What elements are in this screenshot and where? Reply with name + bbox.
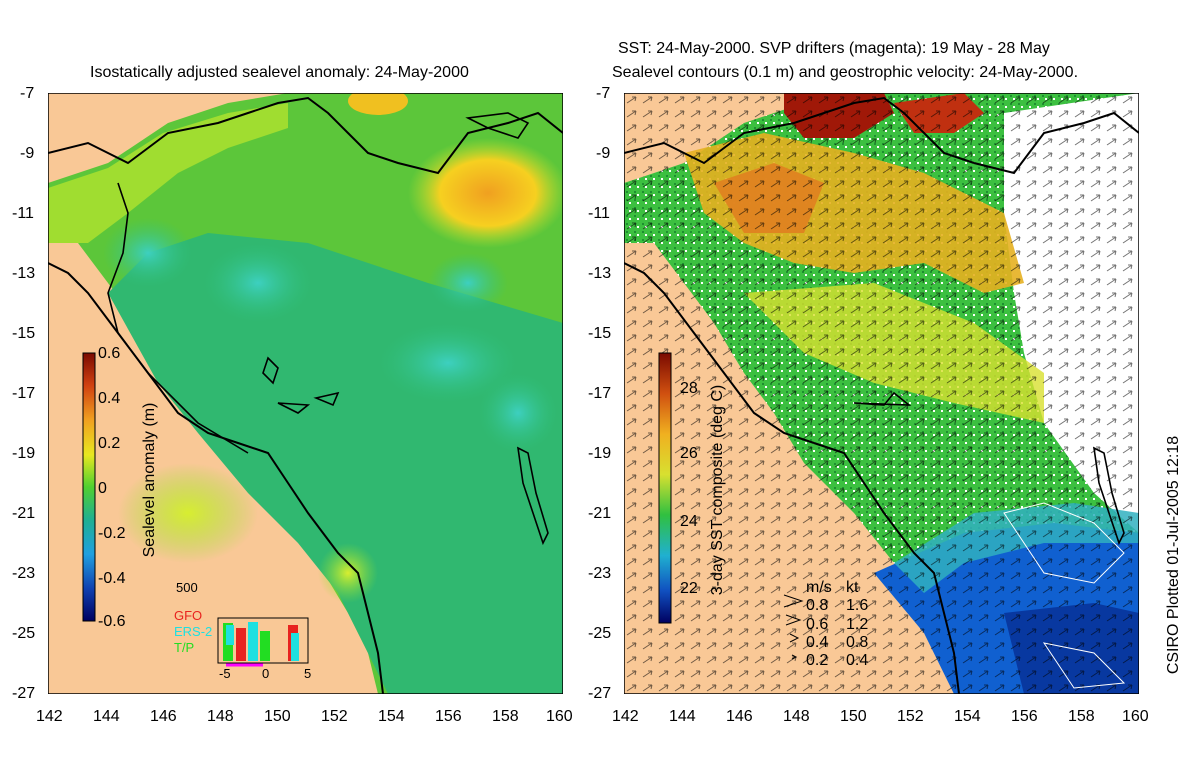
left-y-tick: -9 [20, 145, 35, 162]
right-x-tick: 154 [954, 708, 981, 725]
sealevel-colorbar-tick: 0.6 [98, 345, 121, 362]
left-x-tick: 150 [264, 708, 291, 725]
left-y-tick: -15 [12, 325, 36, 342]
sealevel-anomaly-map [48, 93, 563, 694]
sst-colorbar-tick: 28 [680, 380, 698, 397]
velocity-legend-arrows [783, 594, 804, 660]
right-x-tick: 152 [897, 708, 924, 725]
left-map-title: Isostatically adjusted sealevel anomaly:… [90, 64, 469, 81]
sst-colorbar-tick: 26 [680, 445, 698, 462]
velocity-legend-kt: 1.2 [846, 616, 869, 633]
velocity-legend-kt: 1.6 [846, 597, 869, 614]
inset-x-tick: 0 [262, 666, 270, 681]
right-y-tick: -13 [588, 265, 612, 282]
right-y-tick: -7 [596, 85, 611, 102]
right-x-tick: 160 [1122, 708, 1149, 725]
inset-legend-tp: T/P [174, 640, 195, 655]
left-y-tick: -23 [12, 565, 36, 582]
sealevel-colorbar-tick: 0.4 [98, 390, 121, 407]
left-y-tick: -19 [12, 445, 36, 462]
left-x-tick: 156 [435, 708, 462, 725]
right-y-tick: -21 [588, 505, 612, 522]
velocity-legend-ms: 0.6 [806, 616, 829, 633]
left-x-tick: 144 [93, 708, 120, 725]
right-y-tick: -17 [588, 385, 612, 402]
sealevel-colorbar-tick: -0.2 [98, 525, 126, 542]
velocity-legend-ms: 0.8 [806, 597, 829, 614]
left-x-tick: 152 [321, 708, 348, 725]
velocity-legend-header-kt: kt [846, 579, 859, 596]
left-y-tick: -25 [12, 625, 36, 642]
inset-x-tick: -5 [219, 666, 231, 681]
right-y-tick: -27 [588, 685, 612, 702]
right-x-tick: 156 [1011, 708, 1038, 725]
left-y-tick: -27 [12, 685, 36, 702]
inset-top-label: 500 [176, 580, 198, 595]
right-x-tick: 150 [840, 708, 867, 725]
sst-colorbar [658, 352, 672, 624]
inset-x-tick: 5 [304, 666, 312, 681]
plot-credit: CSIRO Plotted 01-Jul-2005 12:18 [1165, 435, 1182, 675]
right-map-title-line1: SST: 24-May-2000. SVP drifters (magenta)… [618, 40, 1050, 57]
left-y-tick: -17 [12, 385, 36, 402]
left-y-tick: -11 [12, 205, 34, 222]
track-histogram-inset [217, 617, 309, 667]
left-x-tick: 146 [150, 708, 177, 725]
right-x-tick: 144 [669, 708, 696, 725]
velocity-legend-kt: 0.4 [846, 652, 869, 669]
sealevel-colorbar-tick: -0.6 [98, 613, 126, 630]
right-y-tick: -9 [596, 145, 611, 162]
right-x-tick: 148 [783, 708, 810, 725]
left-y-tick: -13 [12, 265, 36, 282]
right-y-tick: -19 [588, 445, 612, 462]
inset-legend-ers2: ERS-2 [174, 624, 213, 639]
left-y-tick: -7 [20, 85, 35, 102]
right-y-tick: -25 [588, 625, 612, 642]
sealevel-colorbar-tick: 0.2 [98, 435, 121, 452]
velocity-legend-ms: 0.2 [806, 652, 829, 669]
left-x-tick: 148 [207, 708, 234, 725]
right-y-tick: -15 [588, 325, 612, 342]
sst-colorbar-tick: 24 [680, 513, 698, 530]
right-y-tick: -23 [588, 565, 612, 582]
left-x-tick: 160 [546, 708, 573, 725]
sst-colorbar-tick: 22 [680, 580, 698, 597]
left-x-tick: 158 [492, 708, 519, 725]
sst-colorbar-label: 3-day SST composite (deg C) [709, 384, 726, 596]
sst-composite-map [624, 93, 1139, 694]
inset-legend-gfo: GFO [174, 608, 203, 623]
sealevel-colorbar-tick: 0 [98, 480, 107, 497]
right-x-tick: 158 [1068, 708, 1095, 725]
left-x-tick: 142 [36, 708, 63, 725]
sealevel-colorbar [82, 352, 96, 622]
sealevel-colorbar-label: Sealevel anomaly (m) [141, 402, 158, 558]
right-map-title-line2: Sealevel contours (0.1 m) and geostrophi… [612, 64, 1079, 81]
right-x-tick: 142 [612, 708, 639, 725]
left-x-tick: 154 [378, 708, 405, 725]
velocity-legend-kt: 0.8 [846, 634, 869, 651]
sealevel-colorbar-tick: -0.4 [98, 570, 126, 587]
velocity-legend-header-ms: m/s [806, 579, 832, 596]
velocity-legend-ms: 0.4 [806, 634, 829, 651]
left-y-tick: -21 [12, 505, 36, 522]
right-y-tick: -11 [588, 205, 610, 222]
right-x-tick: 146 [726, 708, 753, 725]
